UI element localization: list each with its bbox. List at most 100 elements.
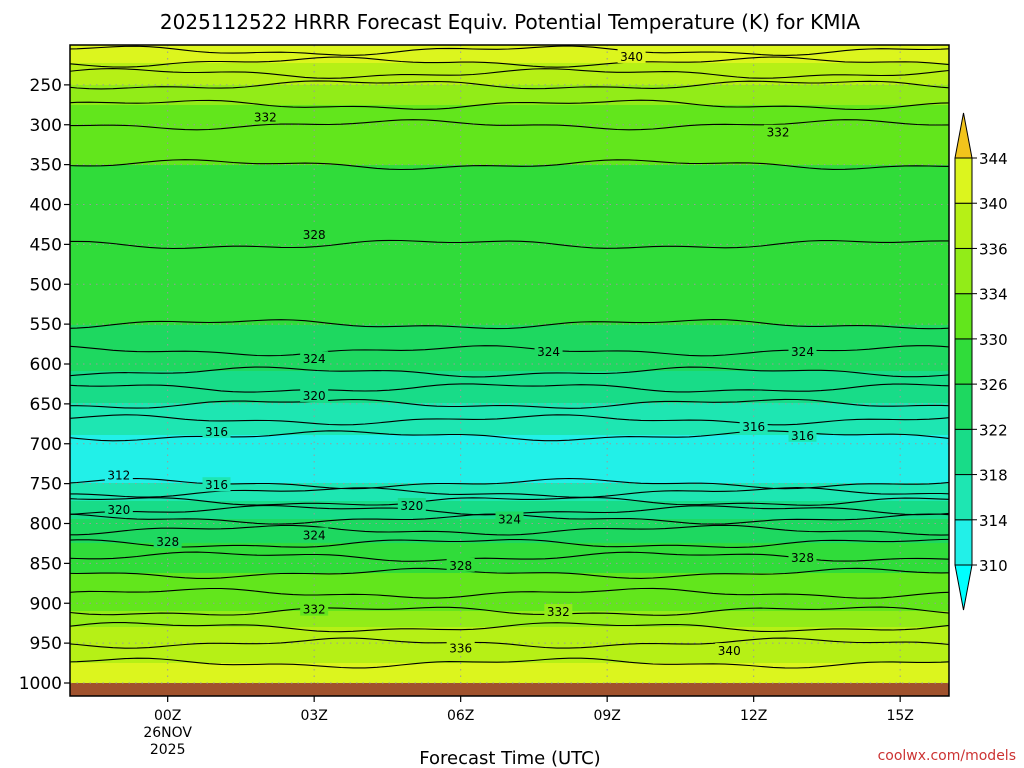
contour-label-group: 324	[495, 511, 524, 527]
theta-band	[70, 679, 949, 682]
theta-band	[70, 663, 949, 666]
contour-label-bg	[446, 640, 475, 655]
theta-band	[70, 139, 949, 142]
theta-band	[70, 347, 949, 350]
contour-label-bg	[397, 497, 426, 512]
theta-band	[70, 423, 949, 426]
contour-label-group: 312	[104, 467, 133, 483]
theta-band	[70, 229, 949, 232]
colorbar-label: 344	[979, 150, 1008, 168]
theta-band	[70, 613, 949, 616]
theta-band	[70, 91, 949, 94]
plot-frame	[69, 44, 950, 697]
theta-band	[70, 313, 949, 316]
theta-band	[70, 95, 949, 98]
theta-band	[70, 497, 949, 500]
y-tick-label: 300	[30, 116, 62, 136]
theta-band	[70, 71, 949, 74]
theta-band	[70, 47, 949, 50]
theta-band	[70, 571, 949, 574]
colorbar-segment	[954, 383, 973, 430]
theta-band	[70, 157, 949, 160]
theta-band	[70, 551, 949, 554]
contour-label-group: 340	[617, 48, 646, 64]
contour-label-group: 324	[300, 351, 329, 366]
y-tick-label: 750	[30, 475, 62, 495]
colorbar-segment	[954, 293, 973, 340]
theta-band	[70, 471, 949, 474]
theta-band	[70, 121, 949, 124]
theta-band	[70, 231, 949, 234]
theta-band	[70, 653, 949, 656]
theta-band	[70, 581, 949, 584]
theta-band	[70, 325, 949, 328]
theta-band	[70, 93, 949, 96]
theta-band	[70, 285, 949, 288]
contour-line	[70, 496, 949, 506]
theta-band	[70, 451, 949, 454]
theta-band	[70, 449, 949, 452]
theta-band	[70, 483, 949, 486]
theta-band	[70, 631, 949, 634]
contour-label-group: 328	[300, 226, 329, 242]
theta-band	[70, 395, 949, 398]
contour-label: 328	[156, 535, 179, 549]
theta-band	[70, 463, 949, 466]
theta-band	[70, 435, 949, 438]
contour-label-group: 324	[534, 344, 563, 359]
contour-label-group: 316	[202, 477, 231, 492]
x-tick-label: 00Z	[154, 708, 181, 724]
contour-label: 328	[791, 551, 814, 565]
theta-band	[70, 655, 949, 658]
theta-band	[70, 155, 949, 158]
colorbar-label: 310	[979, 557, 1008, 575]
theta-band	[70, 193, 949, 196]
x-axis-label: Forecast Time (UTC)	[419, 748, 600, 768]
y-tick-label: 700	[30, 435, 62, 455]
theta-band	[70, 593, 949, 596]
theta-band	[70, 111, 949, 114]
contour-label-bg	[715, 643, 744, 658]
contour-label: 328	[303, 228, 326, 242]
x-tick-label: 15Z	[886, 708, 913, 724]
contour-label-group: 324	[788, 344, 817, 359]
theta-band	[70, 443, 949, 446]
contour-label-bg	[617, 48, 646, 63]
theta-band	[70, 489, 949, 492]
theta-band	[70, 379, 949, 382]
contour-line	[70, 159, 949, 171]
theta-band	[70, 247, 949, 250]
theta-band	[70, 457, 949, 460]
theta-band	[70, 383, 949, 386]
theta-band	[70, 133, 949, 136]
theta-band	[70, 673, 949, 676]
contour-label: 328	[449, 559, 472, 573]
theta-band	[70, 177, 949, 180]
colorbar-under-triangle	[954, 564, 973, 611]
theta-band	[70, 233, 949, 236]
contour-label: 320	[303, 389, 326, 403]
contour-line	[70, 587, 949, 599]
theta-band	[70, 649, 949, 652]
theta-band	[70, 245, 949, 248]
theta-band	[70, 59, 949, 62]
contour-label-bg	[202, 477, 231, 492]
contour-label-group: 332	[544, 604, 573, 619]
theta-band	[70, 371, 949, 374]
theta-band	[70, 339, 949, 342]
theta-band	[70, 377, 949, 380]
theta-band	[70, 287, 949, 290]
theta-band	[70, 439, 949, 442]
theta-band	[70, 357, 949, 360]
theta-band	[70, 289, 949, 292]
theta-band	[70, 259, 949, 262]
theta-band	[70, 173, 949, 176]
theta-band	[70, 505, 949, 508]
theta-band	[70, 485, 949, 488]
theta-band	[70, 249, 949, 252]
theta-band	[70, 623, 949, 626]
contour-label-bg	[446, 557, 475, 572]
theta-band	[70, 633, 949, 636]
contour-line	[70, 622, 949, 633]
theta-band	[70, 597, 949, 600]
